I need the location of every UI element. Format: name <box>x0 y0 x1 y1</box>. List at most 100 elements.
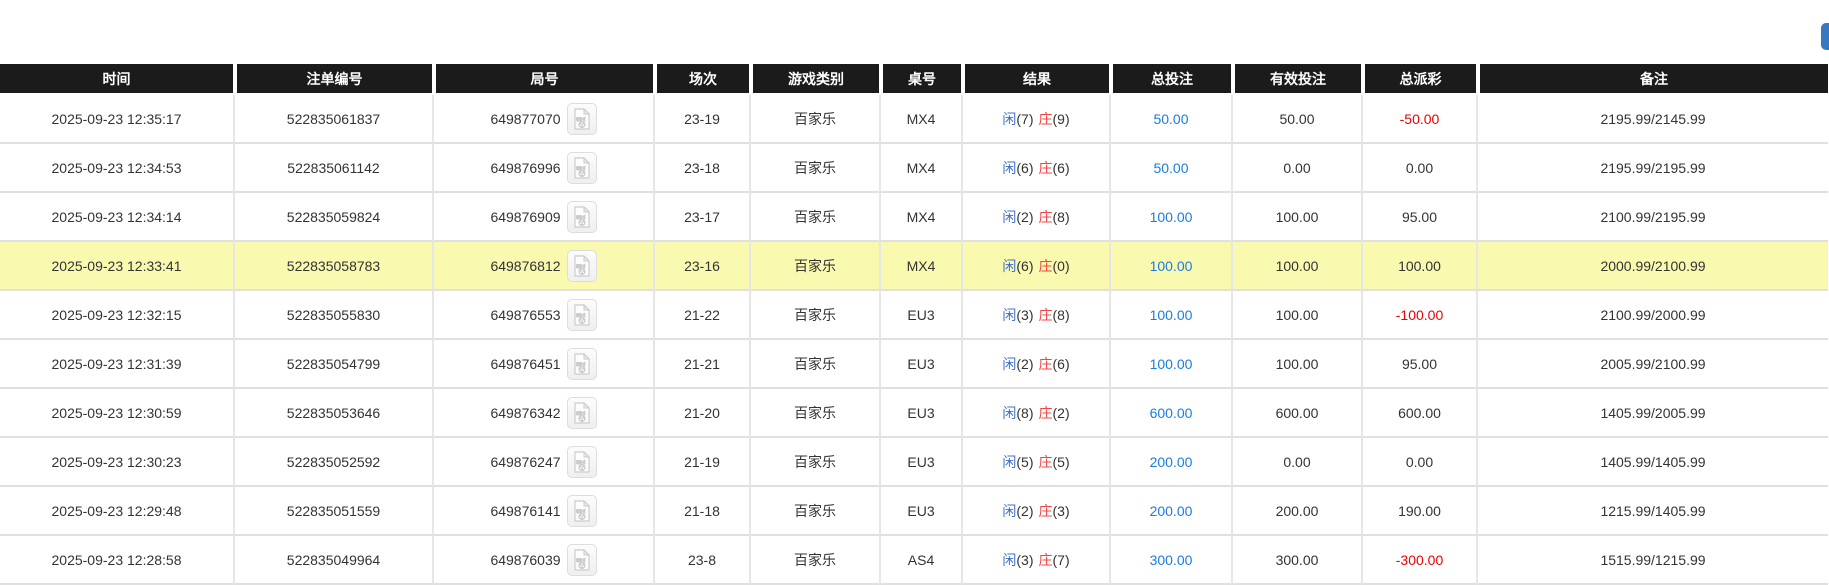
video-replay-button[interactable] <box>566 347 597 380</box>
result-banker-label: 庄 <box>1038 110 1053 127</box>
table-row[interactable]: 2025-09-23 12:34:14 522835059824 649876909… <box>0 193 1828 242</box>
cell-game-type: 百家乐 <box>749 389 879 438</box>
cell-bet-id: 522835055830 <box>233 291 432 340</box>
result-player-label: 闲 <box>1002 551 1017 568</box>
cell-time: 2025-09-23 12:33:41 <box>0 242 233 291</box>
table-header-row: 时间 注单编号 局号 场次 游戏类别 桌号 结果 总投注 有效投注 总派彩 备注 <box>0 64 1828 95</box>
cell-time: 2025-09-23 12:30:23 <box>0 438 233 487</box>
video-replay-button[interactable] <box>566 249 597 282</box>
cell-total-bet[interactable]: 600.00 <box>1109 389 1231 438</box>
cell-bet-id: 522835058783 <box>233 242 432 291</box>
cell-round-id: 649876996 <box>432 144 653 193</box>
result-player-score: (7) <box>1016 110 1034 127</box>
cell-session: 23-19 <box>653 95 749 144</box>
cell-session: 21-21 <box>653 340 749 389</box>
cell-total-bet[interactable]: 200.00 <box>1109 438 1231 487</box>
cell-remark: 2195.99/2195.99 <box>1476 144 1828 193</box>
column-header-time: 时间 <box>0 64 233 95</box>
result-player-label: 闲 <box>1002 257 1017 274</box>
video-file-icon <box>573 352 590 375</box>
video-replay-button[interactable] <box>566 543 597 576</box>
video-replay-button[interactable] <box>566 102 597 135</box>
top-right-partial-button[interactable] <box>1821 23 1829 50</box>
result-banker-label: 庄 <box>1038 502 1053 519</box>
cell-total-bet[interactable]: 200.00 <box>1109 487 1231 536</box>
cell-remark: 1405.99/2005.99 <box>1476 389 1828 438</box>
table-row[interactable]: 2025-09-23 12:31:39 522835054799 649876451… <box>0 340 1828 389</box>
video-replay-button[interactable] <box>566 200 597 233</box>
cell-round-id: 649876141 <box>432 487 653 536</box>
cell-valid-bet: 50.00 <box>1231 95 1361 144</box>
table-row[interactable]: 2025-09-23 12:33:41 522835058783 649876812… <box>0 242 1828 291</box>
cell-game-type: 百家乐 <box>749 193 879 242</box>
video-file-icon <box>573 107 590 130</box>
video-replay-button[interactable] <box>566 298 597 331</box>
column-header-table_no: 桌号 <box>879 64 961 95</box>
cell-time: 2025-09-23 12:34:14 <box>0 193 233 242</box>
video-replay-button[interactable] <box>566 396 597 429</box>
cell-bet-id: 522835061142 <box>233 144 432 193</box>
column-header-result: 结果 <box>961 64 1109 95</box>
table-row[interactable]: 2025-09-23 12:30:23 522835052592 649876247… <box>0 438 1828 487</box>
result-banker-score: (3) <box>1052 502 1070 519</box>
result-banker-score: (9) <box>1052 110 1070 127</box>
cell-time: 2025-09-23 12:31:39 <box>0 340 233 389</box>
cell-result: 闲(2) 庄(6) <box>961 340 1109 389</box>
cell-total-bet[interactable]: 100.00 <box>1109 340 1231 389</box>
table-row[interactable]: 2025-09-23 12:29:48 522835051559 649876141… <box>0 487 1828 536</box>
cell-game-type: 百家乐 <box>749 487 879 536</box>
round-id-group: 649876996 <box>490 151 597 184</box>
cell-table-no: EU3 <box>879 340 961 389</box>
cell-remark: 1215.99/1405.99 <box>1476 487 1828 536</box>
cell-total-payout: 95.00 <box>1361 193 1476 242</box>
cell-total-bet[interactable]: 50.00 <box>1109 144 1231 193</box>
cell-session: 23-18 <box>653 144 749 193</box>
video-file-icon <box>573 401 590 424</box>
cell-session: 23-16 <box>653 242 749 291</box>
cell-remark: 2195.99/2145.99 <box>1476 95 1828 144</box>
table-row[interactable]: 2025-09-23 12:35:17 522835061837 649877070… <box>0 95 1828 144</box>
video-file-icon <box>573 254 590 277</box>
video-replay-button[interactable] <box>566 494 597 527</box>
table-row[interactable]: 2025-09-23 12:30:59 522835053646 649876342… <box>0 389 1828 438</box>
round-id-group: 649876553 <box>490 298 597 331</box>
cell-table-no: MX4 <box>879 193 961 242</box>
cell-table-no: MX4 <box>879 95 961 144</box>
cell-result: 闲(2) 庄(8) <box>961 193 1109 242</box>
cell-total-bet[interactable]: 100.00 <box>1109 291 1231 340</box>
cell-session: 21-19 <box>653 438 749 487</box>
result-banker-label: 庄 <box>1038 551 1053 568</box>
video-replay-button[interactable] <box>566 445 597 478</box>
round-id-group: 649877070 <box>490 102 597 135</box>
cell-valid-bet: 200.00 <box>1231 487 1361 536</box>
round-id-group: 649876909 <box>490 200 597 233</box>
column-header-session: 场次 <box>653 64 749 95</box>
result-banker-label: 庄 <box>1038 355 1053 372</box>
result-player-label: 闲 <box>1002 110 1017 127</box>
round-number: 649876342 <box>490 404 561 421</box>
result-player-score: (2) <box>1016 355 1034 372</box>
result-player-score: (8) <box>1016 404 1034 421</box>
round-number: 649876247 <box>490 453 561 470</box>
cell-total-bet[interactable]: 100.00 <box>1109 193 1231 242</box>
result-player-label: 闲 <box>1002 159 1017 176</box>
video-replay-button[interactable] <box>566 151 597 184</box>
cell-total-bet[interactable]: 50.00 <box>1109 95 1231 144</box>
cell-total-bet[interactable]: 100.00 <box>1109 242 1231 291</box>
round-number: 649876451 <box>490 355 561 372</box>
cell-valid-bet: 100.00 <box>1231 291 1361 340</box>
table-row[interactable]: 2025-09-23 12:32:15 522835055830 649876553… <box>0 291 1828 340</box>
video-file-icon <box>573 450 590 473</box>
cell-bet-id: 522835052592 <box>233 438 432 487</box>
result-banker-label: 庄 <box>1038 404 1053 421</box>
cell-total-payout: 100.00 <box>1361 242 1476 291</box>
column-header-total_bet: 总投注 <box>1109 64 1231 95</box>
cell-round-id: 649876553 <box>432 291 653 340</box>
cell-round-id: 649876247 <box>432 438 653 487</box>
cell-round-id: 649876451 <box>432 340 653 389</box>
cell-time: 2025-09-23 12:29:48 <box>0 487 233 536</box>
result-player-label: 闲 <box>1002 355 1017 372</box>
cell-round-id: 649876909 <box>432 193 653 242</box>
table-row[interactable]: 2025-09-23 12:34:53 522835061142 649876996… <box>0 144 1828 193</box>
cell-result: 闲(3) 庄(8) <box>961 291 1109 340</box>
